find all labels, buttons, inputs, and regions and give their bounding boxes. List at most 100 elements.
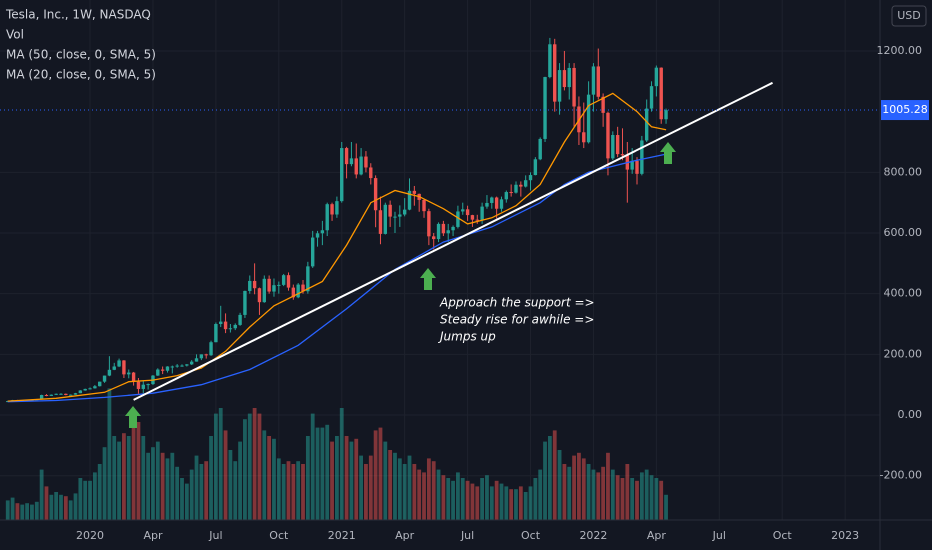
volume-bar xyxy=(228,450,233,520)
volume-bar xyxy=(446,478,451,520)
volume-bar xyxy=(315,427,320,520)
volume-bar xyxy=(485,475,489,520)
candle-body xyxy=(252,280,257,289)
volume-bar xyxy=(296,461,301,520)
volume-bar xyxy=(422,472,426,520)
volume-bar xyxy=(117,441,121,520)
volume-bar xyxy=(402,464,407,520)
candle-body xyxy=(659,67,663,120)
volume-bar xyxy=(659,480,664,520)
volume-bar xyxy=(34,501,39,520)
volume-bar xyxy=(112,436,117,520)
candle-body xyxy=(485,202,489,207)
candle-body xyxy=(519,184,523,187)
candle-body xyxy=(635,160,639,174)
volume-bar xyxy=(136,422,141,520)
candle-body xyxy=(538,138,542,160)
volume-bar xyxy=(49,494,54,520)
candle-body xyxy=(257,288,262,303)
candle-body xyxy=(606,112,610,159)
volume-bar xyxy=(291,464,296,520)
volume-bar xyxy=(213,413,218,520)
candle-body xyxy=(378,210,383,234)
volume-bar xyxy=(243,419,247,520)
candle-body xyxy=(102,375,107,382)
volume-bar xyxy=(388,450,393,520)
candle-body xyxy=(189,361,194,365)
legend-entry: MA (20, close, 0, SMA, 5) xyxy=(6,68,156,82)
candle-body xyxy=(451,226,455,231)
candle-body xyxy=(562,70,567,88)
candle-body xyxy=(533,159,538,176)
arrow-up xyxy=(420,268,436,290)
candle-body xyxy=(340,148,344,202)
volume-bar xyxy=(175,466,180,520)
volume-bar xyxy=(155,441,160,520)
currency-box[interactable] xyxy=(891,5,927,27)
candle-body xyxy=(344,148,349,165)
candle-body xyxy=(446,230,450,234)
volume-bar xyxy=(407,455,412,520)
volume-bar xyxy=(518,486,523,520)
candle-body xyxy=(640,140,644,174)
candle-body xyxy=(388,204,392,217)
y-tick-label: 1200.00 xyxy=(877,44,923,57)
legend-entry: MA (50, close, 0, SMA, 5) xyxy=(6,48,156,62)
candle-body xyxy=(180,365,184,367)
candle-body xyxy=(499,199,504,209)
grid xyxy=(0,0,880,520)
volume-bar xyxy=(373,430,378,520)
candle-body xyxy=(393,216,397,218)
candle-body xyxy=(480,206,484,220)
volume-bar xyxy=(625,464,630,520)
last-price-label: 1005.28 xyxy=(882,103,928,116)
candle-body xyxy=(64,393,68,396)
volume-bar xyxy=(334,436,339,520)
candle-body xyxy=(310,237,315,267)
volume-bar xyxy=(475,486,480,520)
candle-body xyxy=(402,209,407,215)
volume-bar xyxy=(257,413,262,520)
volume-bar xyxy=(581,458,586,520)
candle-body xyxy=(407,190,412,210)
candle-body xyxy=(523,180,528,187)
currency[interactable]: USD xyxy=(897,9,921,22)
candle-body xyxy=(436,223,441,240)
candle-body xyxy=(601,96,605,113)
candle-body xyxy=(136,381,141,389)
candle-body xyxy=(291,287,296,298)
volume-bar xyxy=(460,478,465,520)
volume-bar xyxy=(73,493,78,520)
annotation: Jumps up xyxy=(438,330,496,344)
candle-body xyxy=(49,394,54,396)
volume-bar xyxy=(233,461,238,520)
candle-body xyxy=(122,360,126,375)
candle-body xyxy=(557,70,562,102)
candle-body xyxy=(494,197,499,209)
candle-body xyxy=(88,388,92,390)
candle-body xyxy=(175,365,179,367)
x-tick-label: Apr xyxy=(647,529,667,542)
volume-bar xyxy=(131,427,136,520)
volume-bar xyxy=(25,503,30,520)
candle-body xyxy=(209,342,213,356)
volume-bar xyxy=(276,458,281,520)
volume-bar xyxy=(247,413,252,520)
candle-body xyxy=(514,184,518,193)
candle-body xyxy=(567,67,571,88)
y-tick-label: 200.00 xyxy=(884,347,923,360)
volume-bar xyxy=(639,472,644,520)
volume-bar xyxy=(272,438,276,520)
arrow-up xyxy=(660,142,676,164)
volume-bar xyxy=(426,458,431,520)
candle-body xyxy=(98,381,102,387)
volume-bar xyxy=(436,469,441,520)
volume-bar xyxy=(504,486,509,520)
volume-bar xyxy=(184,483,189,520)
candle-body xyxy=(315,233,320,238)
volume-bar xyxy=(601,466,606,520)
x-tick-label: 2021 xyxy=(328,529,356,542)
volume-bar xyxy=(620,478,625,520)
volume-bar xyxy=(368,455,373,520)
